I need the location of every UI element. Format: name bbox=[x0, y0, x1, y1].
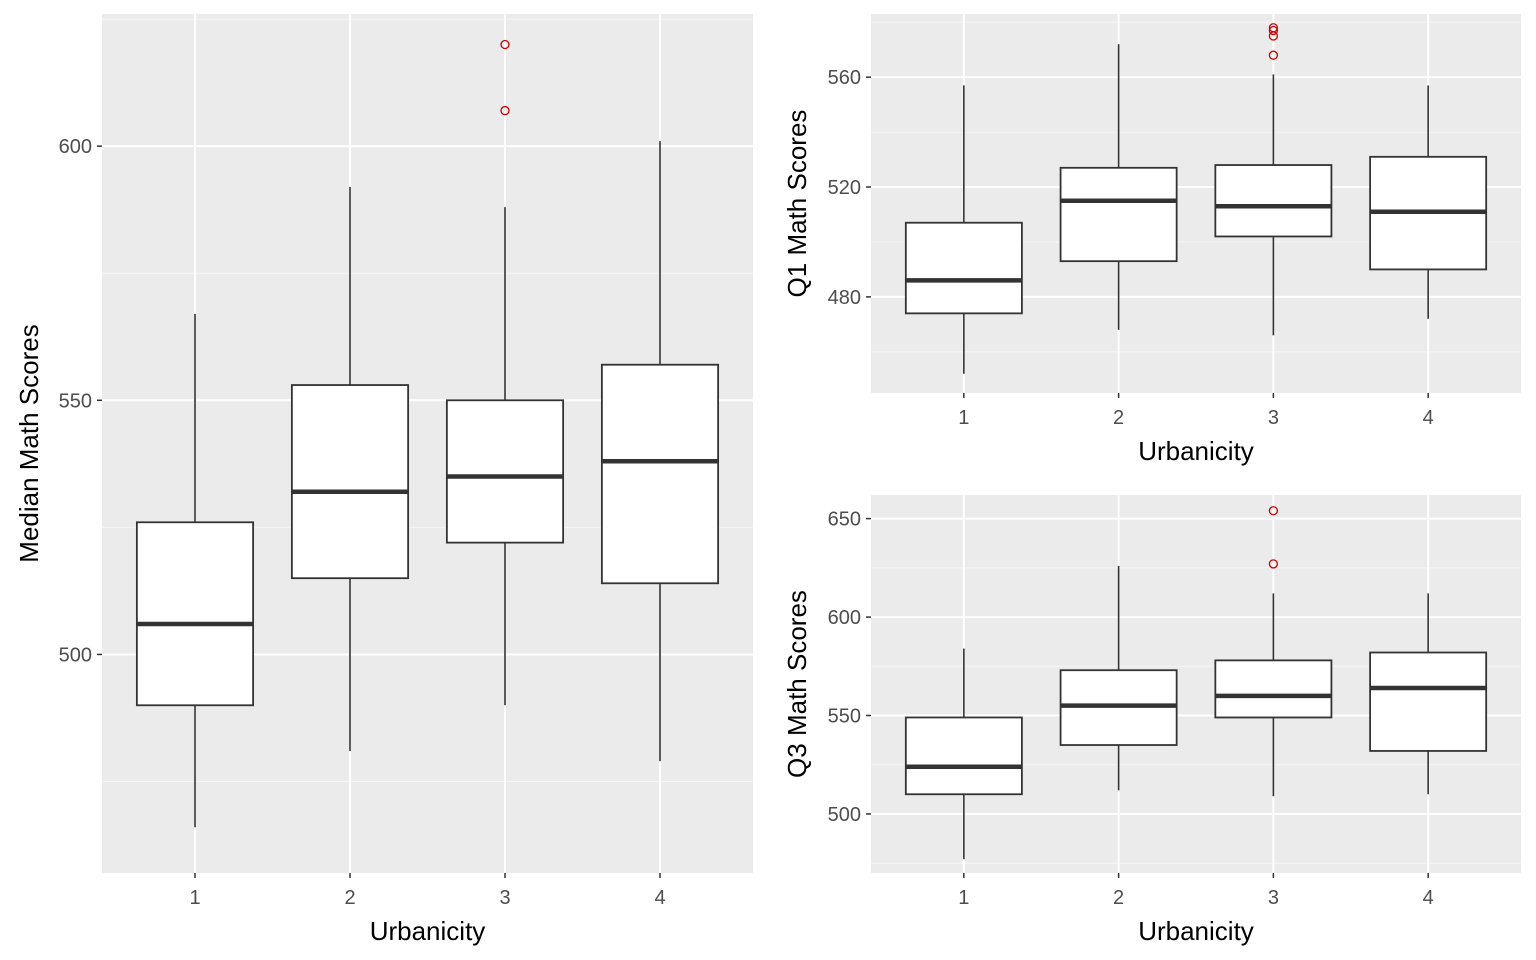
y-tick-label: 480 bbox=[828, 287, 861, 309]
y-axis-label: Median Math Scores bbox=[14, 324, 44, 562]
iqr-box bbox=[904, 221, 1023, 315]
x-tick-label: 4 bbox=[1423, 887, 1434, 909]
x-tick-label: 4 bbox=[654, 887, 665, 909]
box-2 bbox=[1059, 565, 1178, 791]
y-tick-label: 500 bbox=[828, 804, 861, 826]
x-tick-label: 2 bbox=[1113, 887, 1124, 909]
iqr-box bbox=[1214, 659, 1333, 719]
box-3 bbox=[1214, 23, 1333, 336]
outlier-point bbox=[500, 39, 510, 50]
median-math-scores-panel: 500 550 600 1 2 3 4 Urbanicity Median Math Score… bbox=[14, 14, 753, 946]
x-tick-label: 1 bbox=[189, 887, 200, 909]
y-axis-label: Q1 Math Scores bbox=[782, 110, 812, 298]
x-axis-label: Urbanicity bbox=[1138, 436, 1254, 466]
y-tick-label: 550 bbox=[828, 706, 861, 728]
y-tick-label: 550 bbox=[59, 390, 92, 412]
box-1 bbox=[904, 648, 1023, 860]
x-tick-label: 2 bbox=[1113, 407, 1124, 429]
box-4 bbox=[1369, 85, 1488, 319]
box-4 bbox=[600, 141, 720, 762]
outlier-point bbox=[500, 105, 510, 116]
y-tick-label: 520 bbox=[828, 177, 861, 199]
x-tick-label: 1 bbox=[958, 887, 969, 909]
q3-math-scores-panel: 500 550 600 650 1 2 3 4 Urbanicity Q3 Math Scores bbox=[782, 495, 1521, 946]
iqr-box bbox=[1369, 651, 1488, 752]
iqr-box bbox=[1214, 164, 1333, 238]
q1-math-scores-panel: 480 520 560 1 2 3 4 Urbanicity Q1 Math Scores bbox=[782, 14, 1521, 466]
iqr-box bbox=[600, 363, 720, 585]
box-1 bbox=[904, 85, 1023, 374]
iqr-box bbox=[1059, 166, 1178, 263]
box-2 bbox=[290, 186, 410, 752]
x-tick-label: 4 bbox=[1423, 407, 1434, 429]
iqr-box bbox=[135, 521, 255, 707]
y-tick-label: 650 bbox=[828, 509, 861, 531]
box-1 bbox=[135, 313, 255, 828]
y-tick-label: 600 bbox=[828, 607, 861, 629]
y-tick-label: 500 bbox=[59, 644, 92, 666]
iqr-box bbox=[904, 716, 1023, 796]
outlier-point bbox=[1268, 23, 1279, 33]
iqr-box bbox=[445, 399, 565, 544]
box-3 bbox=[1214, 506, 1333, 797]
iqr-box bbox=[290, 384, 410, 580]
x-tick-label: 3 bbox=[499, 887, 510, 909]
box-4 bbox=[1369, 593, 1488, 795]
x-axis-label: Urbanicity bbox=[370, 916, 486, 946]
x-tick-label: 2 bbox=[344, 887, 355, 909]
box-2 bbox=[1059, 44, 1178, 330]
y-tick-label: 600 bbox=[59, 136, 92, 158]
outlier-point bbox=[1268, 506, 1279, 516]
x-tick-label: 3 bbox=[1268, 407, 1279, 429]
box-3 bbox=[445, 39, 565, 706]
outlier-point bbox=[1268, 25, 1279, 36]
x-tick-label: 3 bbox=[1268, 887, 1279, 909]
y-tick-label: 560 bbox=[828, 67, 861, 89]
outlier-point bbox=[1268, 559, 1279, 569]
y-axis-label: Q3 Math Scores bbox=[782, 590, 812, 778]
outlier-point bbox=[1268, 50, 1279, 60]
x-tick-label: 1 bbox=[958, 407, 969, 429]
x-axis-label: Urbanicity bbox=[1138, 916, 1254, 946]
